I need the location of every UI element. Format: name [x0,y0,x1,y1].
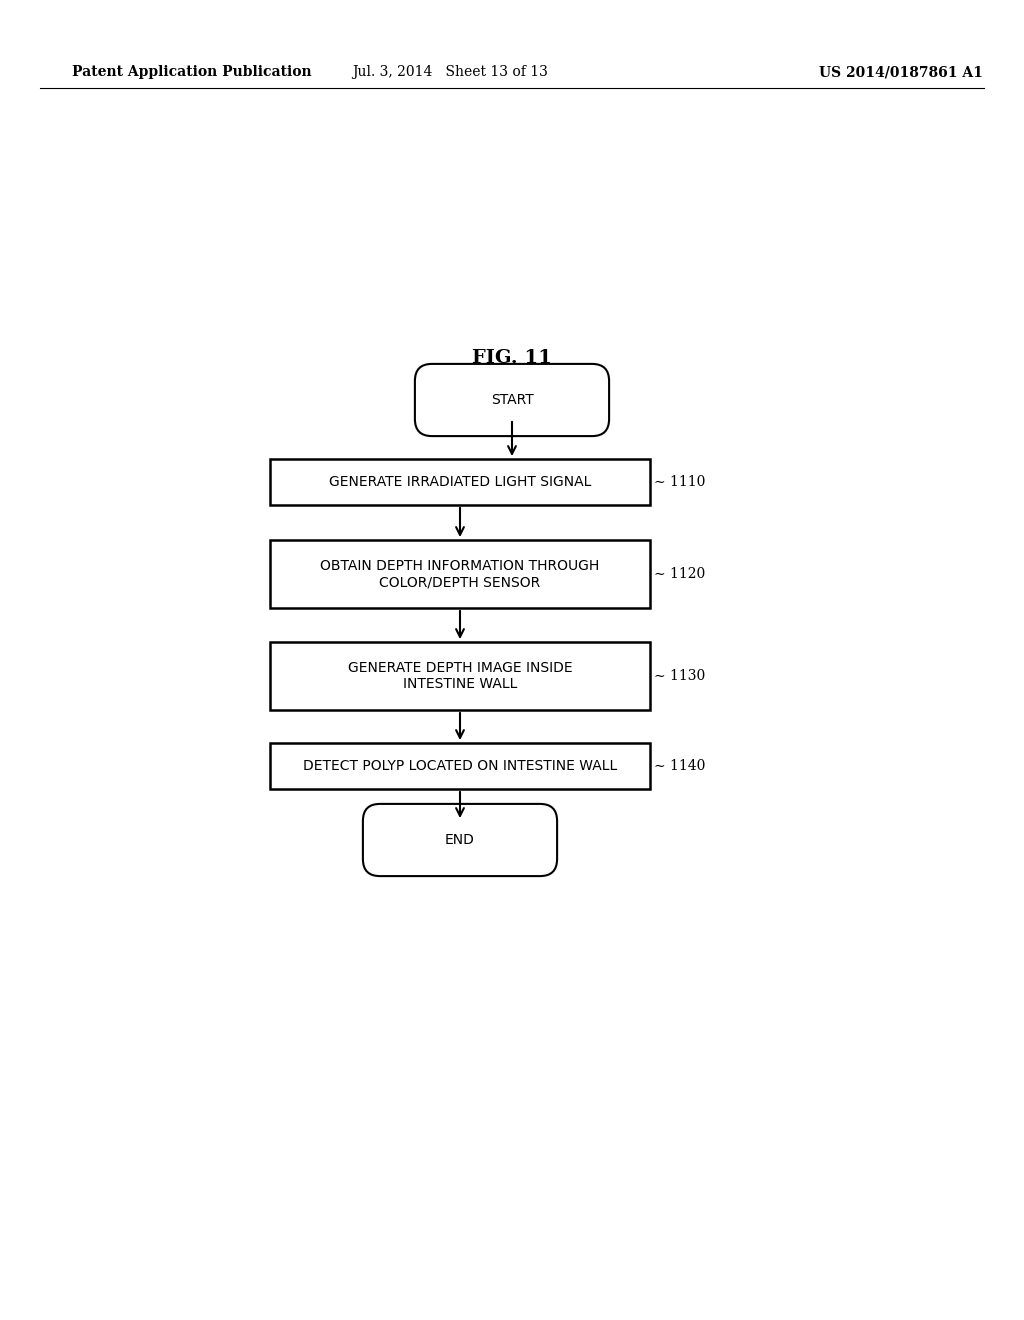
FancyBboxPatch shape [362,804,557,876]
Bar [270,642,650,710]
FancyBboxPatch shape [415,364,609,436]
Text: GENERATE DEPTH IMAGE INSIDE
INTESTINE WALL: GENERATE DEPTH IMAGE INSIDE INTESTINE WA… [348,661,572,692]
Text: ∼ 1120: ∼ 1120 [654,568,706,581]
Text: ∼ 1130: ∼ 1130 [654,669,706,682]
Text: ∼ 1110: ∼ 1110 [654,475,706,488]
Bar [270,743,650,789]
Text: OBTAIN DEPTH INFORMATION THROUGH
COLOR/DEPTH SENSOR: OBTAIN DEPTH INFORMATION THROUGH COLOR/D… [321,558,600,589]
Text: GENERATE IRRADIATED LIGHT SIGNAL: GENERATE IRRADIATED LIGHT SIGNAL [329,475,591,488]
Text: US 2014/0187861 A1: US 2014/0187861 A1 [819,65,983,79]
Text: Patent Application Publication: Patent Application Publication [72,65,311,79]
Text: START: START [490,393,534,407]
Text: ∼ 1140: ∼ 1140 [654,759,706,774]
Text: Jul. 3, 2014   Sheet 13 of 13: Jul. 3, 2014 Sheet 13 of 13 [352,65,549,79]
Text: END: END [445,833,475,847]
Bar [270,540,650,609]
Text: DETECT POLYP LOCATED ON INTESTINE WALL: DETECT POLYP LOCATED ON INTESTINE WALL [303,759,617,774]
Text: FIG. 11: FIG. 11 [472,348,552,367]
Bar [270,459,650,506]
